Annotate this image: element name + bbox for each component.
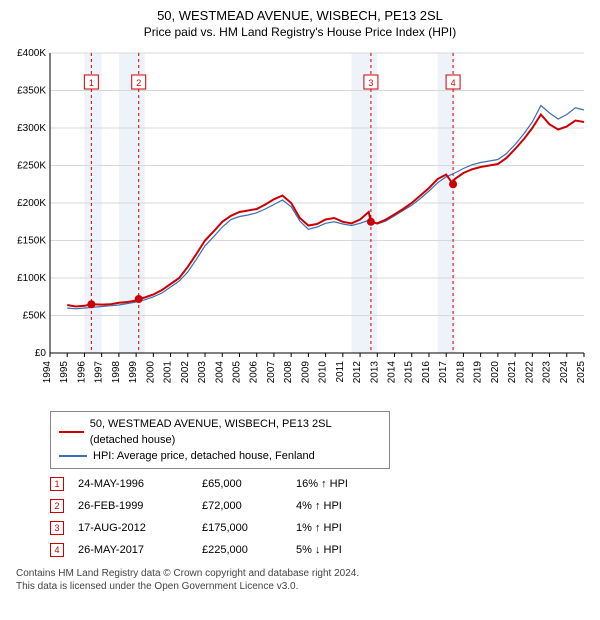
sale-marker: 4: [50, 543, 64, 557]
sale-price: £225,000: [202, 544, 282, 556]
svg-text:£200K: £200K: [17, 198, 46, 209]
sale-delta: 4% ↑ HPI: [296, 500, 386, 512]
legend-label: 50, WESTMEAD AVENUE, WISBECH, PE13 2SL (…: [90, 416, 381, 448]
svg-text:2001: 2001: [163, 361, 174, 384]
svg-text:2006: 2006: [249, 361, 260, 384]
svg-text:1: 1: [89, 78, 94, 88]
svg-text:£0: £0: [35, 348, 47, 359]
svg-text:£400K: £400K: [17, 48, 46, 59]
svg-text:2022: 2022: [524, 361, 535, 384]
sale-date: 26-FEB-1999: [78, 500, 188, 512]
svg-text:£250K: £250K: [17, 161, 46, 172]
sale-date: 24-MAY-1996: [78, 478, 188, 490]
footer-note: Contains HM Land Registry data © Crown c…: [16, 567, 584, 593]
legend: 50, WESTMEAD AVENUE, WISBECH, PE13 2SL (…: [50, 411, 390, 469]
svg-text:2008: 2008: [283, 361, 294, 384]
sale-delta: 1% ↑ HPI: [296, 522, 386, 534]
svg-text:1996: 1996: [76, 361, 87, 384]
sale-marker: 3: [50, 521, 64, 535]
footer-line1: Contains HM Land Registry data © Crown c…: [16, 567, 584, 580]
svg-text:1995: 1995: [59, 361, 70, 384]
svg-text:2015: 2015: [404, 361, 415, 384]
legend-row: 50, WESTMEAD AVENUE, WISBECH, PE13 2SL (…: [59, 416, 381, 448]
svg-text:£100K: £100K: [17, 273, 46, 284]
svg-text:2014: 2014: [387, 361, 398, 384]
table-row: 4 26-MAY-2017 £225,000 5% ↓ HPI: [50, 539, 584, 561]
sale-marker: 2: [50, 499, 64, 513]
svg-text:2009: 2009: [300, 361, 311, 384]
legend-swatch: [59, 455, 87, 457]
svg-text:2019: 2019: [473, 361, 484, 384]
svg-text:2025: 2025: [576, 361, 587, 384]
svg-text:2011: 2011: [335, 361, 346, 383]
svg-text:2018: 2018: [455, 361, 466, 384]
svg-text:1997: 1997: [94, 361, 105, 384]
svg-text:£300K: £300K: [17, 123, 46, 134]
svg-text:2007: 2007: [266, 361, 277, 384]
svg-text:2016: 2016: [421, 361, 432, 384]
svg-text:2000: 2000: [145, 361, 156, 384]
svg-text:£350K: £350K: [17, 86, 46, 97]
svg-text:1999: 1999: [128, 361, 139, 384]
svg-text:2017: 2017: [438, 361, 449, 384]
chart-svg: £0 £50K £100K £150K £200K £250K £300K £350K £400…: [6, 45, 594, 405]
sale-date: 26-MAY-2017: [78, 544, 188, 556]
legend-row: HPI: Average price, detached house, Fenl…: [59, 448, 381, 464]
svg-text:2013: 2013: [369, 361, 380, 384]
svg-text:3: 3: [368, 78, 373, 88]
sale-price: £65,000: [202, 478, 282, 490]
svg-text:2003: 2003: [197, 361, 208, 384]
svg-text:1998: 1998: [111, 361, 122, 384]
table-row: 3 17-AUG-2012 £175,000 1% ↑ HPI: [50, 517, 584, 539]
chart-area: £0 £50K £100K £150K £200K £250K £300K £350K £400…: [6, 45, 594, 405]
svg-text:2024: 2024: [559, 361, 570, 384]
sale-delta: 5% ↓ HPI: [296, 544, 386, 556]
sale-price: £175,000: [202, 522, 282, 534]
sale-price: £72,000: [202, 500, 282, 512]
sale-date: 17-AUG-2012: [78, 522, 188, 534]
svg-text:2012: 2012: [352, 361, 363, 384]
footer-line2: This data is licensed under the Open Gov…: [16, 580, 584, 593]
table-row: 1 24-MAY-1996 £65,000 16% ↑ HPI: [50, 473, 584, 495]
svg-text:2023: 2023: [542, 361, 553, 384]
table-row: 2 26-FEB-1999 £72,000 4% ↑ HPI: [50, 495, 584, 517]
sale-marker: 1: [50, 477, 64, 491]
chart-title-sub: Price paid vs. HM Land Registry's House …: [6, 25, 594, 39]
legend-swatch: [59, 431, 84, 433]
svg-text:2: 2: [136, 78, 141, 88]
svg-text:£50K: £50K: [23, 311, 47, 322]
chart-title-main: 50, WESTMEAD AVENUE, WISBECH, PE13 2SL: [6, 8, 594, 23]
svg-text:2002: 2002: [180, 361, 191, 384]
svg-text:2021: 2021: [507, 361, 518, 384]
svg-text:2010: 2010: [318, 361, 329, 384]
svg-text:4: 4: [451, 78, 456, 88]
svg-text:1994: 1994: [42, 361, 53, 384]
svg-text:2020: 2020: [490, 361, 501, 384]
legend-label: HPI: Average price, detached house, Fenl…: [93, 448, 315, 464]
sale-delta: 16% ↑ HPI: [296, 478, 386, 490]
svg-text:£150K: £150K: [17, 236, 46, 247]
svg-text:2005: 2005: [231, 361, 242, 384]
sales-table: 1 24-MAY-1996 £65,000 16% ↑ HPI 2 26-FEB-1999…: [50, 473, 584, 561]
svg-text:2004: 2004: [214, 361, 225, 384]
chart-title-block: 50, WESTMEAD AVENUE, WISBECH, PE13 2SL P…: [6, 8, 594, 39]
